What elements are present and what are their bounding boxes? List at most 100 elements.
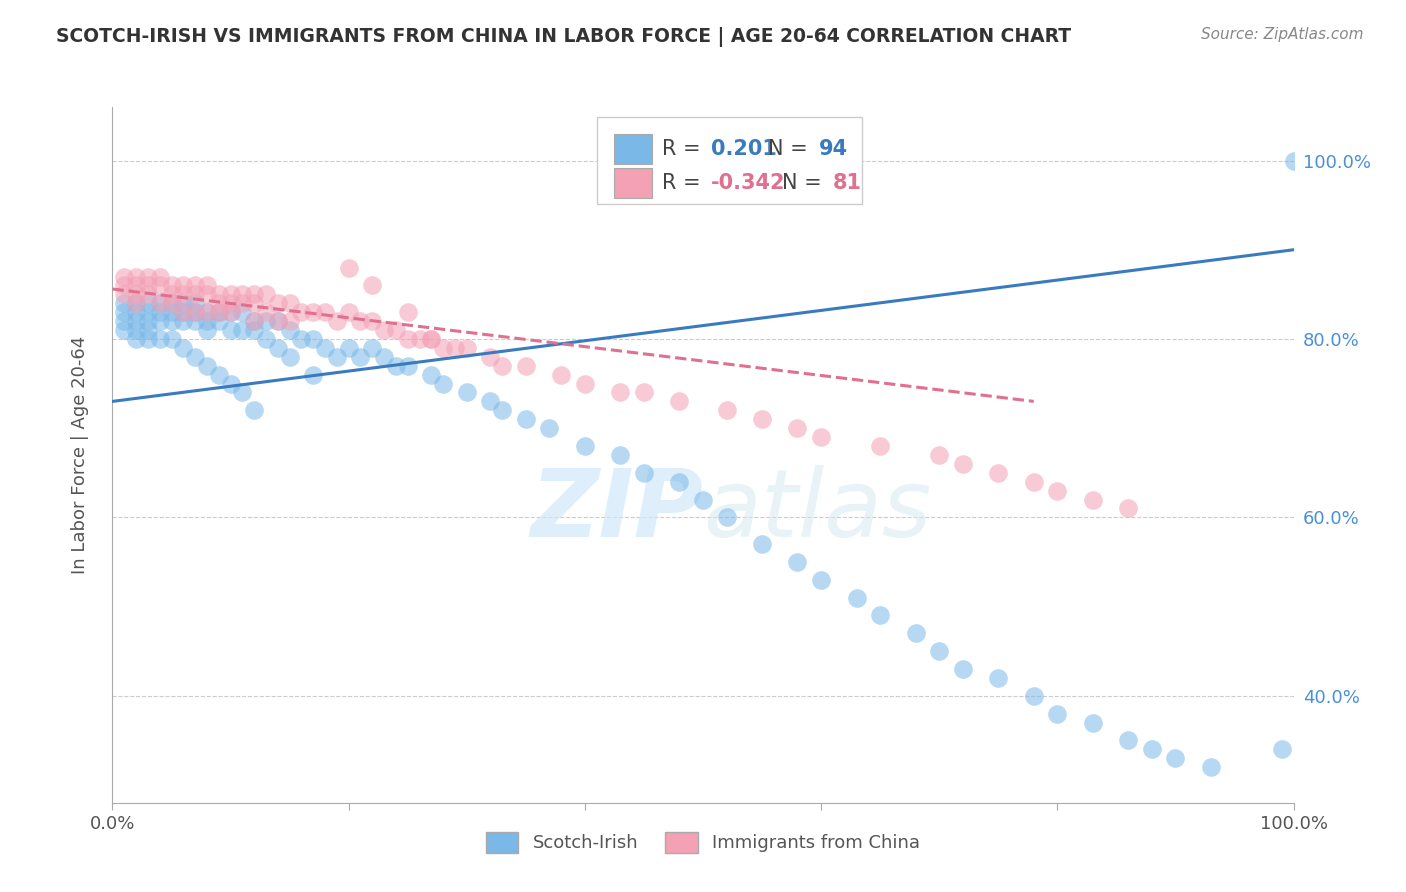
Point xyxy=(928,448,950,462)
Point xyxy=(810,573,832,587)
Point xyxy=(254,287,277,301)
Point xyxy=(1199,760,1222,774)
Point xyxy=(396,359,419,373)
Point xyxy=(1116,501,1139,516)
Point xyxy=(845,591,868,605)
Point xyxy=(160,305,183,319)
Point xyxy=(243,323,266,337)
Point xyxy=(633,385,655,400)
Point xyxy=(125,305,148,319)
Point xyxy=(314,305,336,319)
Point xyxy=(231,296,253,310)
Point xyxy=(361,314,384,328)
Point xyxy=(195,278,218,293)
Point xyxy=(195,359,218,373)
Text: N =: N = xyxy=(782,173,828,193)
Point xyxy=(172,278,194,293)
Point xyxy=(928,644,950,658)
Point xyxy=(149,278,172,293)
Point xyxy=(574,439,596,453)
Point xyxy=(302,368,325,382)
Point xyxy=(349,314,371,328)
Point xyxy=(136,296,159,310)
Point xyxy=(149,305,172,319)
Point xyxy=(314,341,336,355)
Point xyxy=(195,305,218,319)
Point xyxy=(1046,706,1069,721)
Point xyxy=(751,537,773,551)
Point xyxy=(1271,742,1294,756)
Point xyxy=(112,323,135,337)
Text: N =: N = xyxy=(768,139,814,159)
Point xyxy=(125,278,148,293)
Point xyxy=(574,376,596,391)
Point xyxy=(444,341,467,355)
Point xyxy=(149,269,172,284)
Point xyxy=(952,457,974,471)
Point xyxy=(254,332,277,346)
Point xyxy=(208,287,231,301)
Point xyxy=(869,608,891,623)
Point xyxy=(231,323,253,337)
Point xyxy=(231,305,253,319)
Point xyxy=(904,626,927,640)
Point xyxy=(125,287,148,301)
Point xyxy=(987,671,1010,685)
Point xyxy=(112,287,135,301)
Point xyxy=(219,296,242,310)
Point xyxy=(208,314,231,328)
Point xyxy=(172,341,194,355)
Point xyxy=(112,296,135,310)
Point xyxy=(112,269,135,284)
Point xyxy=(184,296,207,310)
Point xyxy=(160,296,183,310)
Point xyxy=(1022,689,1045,703)
Point xyxy=(290,332,312,346)
FancyBboxPatch shape xyxy=(614,169,652,197)
Point xyxy=(243,314,266,328)
Point xyxy=(432,376,454,391)
Point xyxy=(420,332,443,346)
Text: atlas: atlas xyxy=(703,465,931,556)
FancyBboxPatch shape xyxy=(596,118,862,204)
Point xyxy=(349,350,371,364)
Point xyxy=(668,394,690,409)
Point xyxy=(361,278,384,293)
Point xyxy=(149,296,172,310)
Point xyxy=(432,341,454,355)
Point xyxy=(219,376,242,391)
Point xyxy=(491,359,513,373)
Point xyxy=(538,421,561,435)
Text: R =: R = xyxy=(662,139,707,159)
Point xyxy=(125,269,148,284)
Point xyxy=(786,555,808,569)
Point xyxy=(326,314,349,328)
Point xyxy=(337,260,360,275)
Text: ZIP: ZIP xyxy=(530,465,703,557)
Point xyxy=(125,296,148,310)
Point xyxy=(1282,153,1305,168)
Point xyxy=(326,350,349,364)
Point xyxy=(456,341,478,355)
Point xyxy=(408,332,430,346)
Point xyxy=(172,314,194,328)
Point xyxy=(136,269,159,284)
Point xyxy=(136,332,159,346)
Point xyxy=(361,341,384,355)
Point xyxy=(420,368,443,382)
Point xyxy=(609,448,631,462)
Point xyxy=(112,278,135,293)
Point xyxy=(751,412,773,426)
Point xyxy=(302,305,325,319)
Point xyxy=(479,350,502,364)
Point xyxy=(136,278,159,293)
Point xyxy=(278,296,301,310)
Point xyxy=(420,332,443,346)
Y-axis label: In Labor Force | Age 20-64: In Labor Force | Age 20-64 xyxy=(70,335,89,574)
Point xyxy=(243,403,266,417)
Point xyxy=(231,385,253,400)
Point xyxy=(136,305,159,319)
Point xyxy=(385,323,408,337)
Legend: Scotch-Irish, Immigrants from China: Scotch-Irish, Immigrants from China xyxy=(478,824,928,860)
Point xyxy=(337,305,360,319)
